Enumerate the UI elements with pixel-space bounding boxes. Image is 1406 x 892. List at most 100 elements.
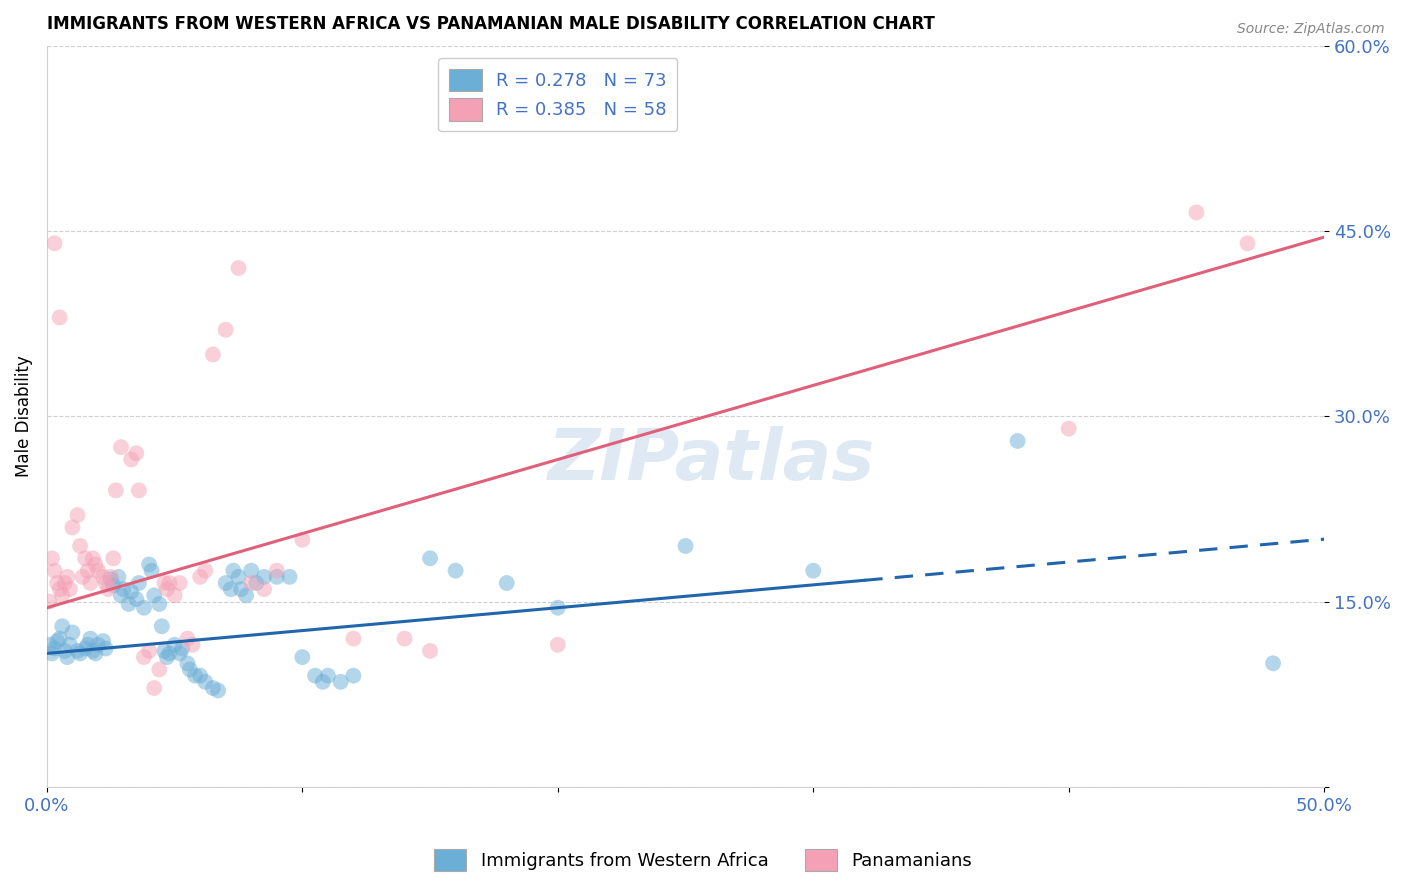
Point (84, 647, 107, 661)
Point (94, 641, 117, 656)
Point (104, 483, 127, 498)
Point (1261, 657, 1284, 671)
Point (172, 641, 194, 656)
Point (312, 674, 335, 689)
Point (103, 551, 125, 566)
Point (76, 564, 98, 578)
Legend: R = 0.278   N = 73, R = 0.385   N = 58: R = 0.278 N = 73, R = 0.385 N = 58 (439, 58, 678, 131)
Point (394, 632, 416, 646)
Point (291, 650, 314, 665)
Point (59, 638, 82, 652)
Point (82, 644, 104, 658)
Point (91, 570, 114, 584)
Point (143, 588, 166, 602)
Point (62, 625, 84, 640)
Point (125, 446, 148, 460)
Point (253, 582, 276, 597)
Point (100, 570, 122, 584)
Point (59, 582, 82, 597)
Point (342, 668, 364, 682)
Point (188, 668, 211, 682)
Point (179, 663, 201, 677)
Point (76, 638, 98, 652)
Point (53, 576, 76, 591)
Point (291, 533, 314, 547)
Point (547, 600, 569, 615)
Text: Source: ZipAtlas.com: Source: ZipAtlas.com (1237, 22, 1385, 37)
Point (163, 588, 186, 602)
Point (120, 584, 142, 599)
Point (176, 657, 198, 671)
Point (132, 600, 155, 615)
Point (66, 644, 89, 658)
Point (215, 576, 238, 591)
Point (675, 539, 697, 553)
Point (329, 674, 352, 689)
Point (75, 641, 97, 656)
Point (138, 644, 160, 658)
Text: IMMIGRANTS FROM WESTERN AFRICA VS PANAMANIAN MALE DISABILITY CORRELATION CHART: IMMIGRANTS FROM WESTERN AFRICA VS PANAMA… (46, 15, 935, 33)
Point (87, 564, 110, 578)
Point (188, 570, 211, 584)
Point (53, 644, 76, 658)
Point (169, 647, 191, 661)
Point (240, 576, 263, 591)
Point (48, 582, 70, 597)
Point (215, 323, 238, 337)
Point (228, 570, 250, 584)
Point (125, 592, 148, 607)
Point (51, 588, 73, 602)
Point (419, 644, 441, 658)
Point (278, 570, 301, 584)
Point (253, 570, 276, 584)
Point (46, 576, 69, 591)
Point (66, 508, 89, 522)
Point (48, 632, 70, 646)
Point (91, 634, 114, 648)
Point (110, 588, 132, 602)
Point (117, 597, 139, 611)
Point (44, 564, 66, 578)
Point (51, 619, 73, 633)
Point (156, 582, 179, 597)
Point (41, 647, 63, 661)
Point (148, 597, 170, 611)
Point (194, 564, 217, 578)
Point (266, 564, 288, 578)
Point (159, 576, 181, 591)
Point (229, 582, 252, 597)
Point (176, 632, 198, 646)
Point (132, 650, 155, 665)
Point (72, 570, 94, 584)
Point (69, 539, 91, 553)
Point (801, 564, 824, 578)
Point (228, 260, 250, 275)
Point (75, 551, 97, 566)
Point (79, 632, 101, 646)
Point (41, 551, 63, 566)
Point (316, 668, 339, 682)
Point (94, 576, 117, 591)
Point (169, 576, 191, 591)
Point (138, 558, 160, 572)
Point (163, 638, 186, 652)
Point (120, 452, 142, 467)
Point (201, 347, 224, 361)
Point (219, 582, 242, 597)
Point (62, 520, 84, 534)
Point (342, 632, 364, 646)
Point (69, 647, 91, 661)
Point (44, 236, 66, 251)
Point (181, 638, 204, 652)
Point (547, 638, 569, 652)
Point (153, 644, 176, 658)
Point (156, 650, 179, 665)
Point (141, 564, 163, 578)
Point (159, 647, 181, 661)
Point (419, 551, 441, 566)
Point (100, 572, 122, 586)
Point (103, 578, 125, 592)
Point (184, 668, 207, 682)
Point (1057, 421, 1080, 435)
Point (82, 551, 104, 566)
